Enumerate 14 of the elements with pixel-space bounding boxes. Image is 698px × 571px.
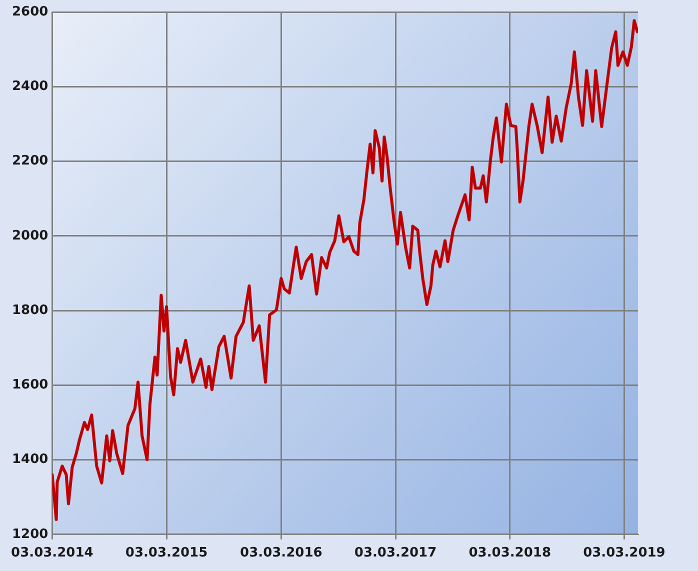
x-tick-label: 03.03.2018 bbox=[468, 546, 551, 561]
y-tick-label: 1200 bbox=[12, 526, 48, 542]
x-tick-label: 03.03.2016 bbox=[240, 546, 322, 561]
y-tick-label: 1600 bbox=[12, 378, 48, 393]
y-tick-label: 2400 bbox=[12, 79, 48, 94]
x-tick-label: 03.03.2014 bbox=[11, 546, 94, 561]
y-tick-label: 1400 bbox=[12, 452, 48, 468]
x-tick-label: 03.03.2019 bbox=[583, 546, 666, 561]
x-tick-label: 03.03.2015 bbox=[125, 546, 208, 561]
y-tick-label: 2600 bbox=[12, 4, 48, 20]
y-tick-label: 1800 bbox=[12, 302, 48, 318]
y-tick-label: 2200 bbox=[12, 154, 48, 169]
x-tick-label: 03.03.2017 bbox=[354, 546, 437, 561]
y-tick-label: 2000 bbox=[12, 228, 48, 244]
